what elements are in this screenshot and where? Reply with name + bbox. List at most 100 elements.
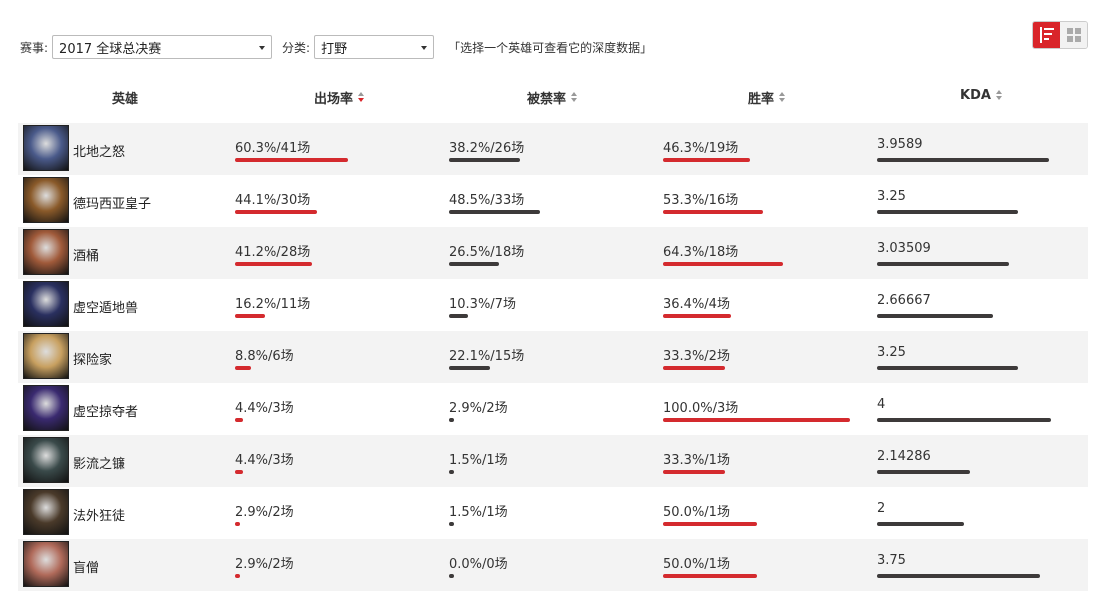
kda-value: 3.75 <box>877 553 906 568</box>
hero-name[interactable]: 德玛西亚皇子 <box>73 197 152 212</box>
ban-bar <box>449 158 520 162</box>
category-select-value: 打野 <box>321 41 348 57</box>
hero-name[interactable]: 北地之怒 <box>73 145 126 160</box>
kda-bar <box>877 366 1018 370</box>
sort-desc-icon <box>358 92 365 103</box>
kda-bar <box>877 418 1051 422</box>
list-view-button[interactable] <box>1033 22 1060 48</box>
table-header: 英雄 出场率 被禁率 胜率 KDA <box>18 82 1088 112</box>
header-pick[interactable]: 出场率 <box>314 88 365 107</box>
kda-bar <box>877 314 993 318</box>
sort-icon <box>779 92 786 103</box>
header-win-label: 胜率 <box>748 92 775 107</box>
hero-avatar[interactable] <box>23 385 69 431</box>
ban-bar <box>449 574 454 578</box>
hero-name[interactable]: 探险家 <box>73 353 113 368</box>
win-bar <box>663 314 731 318</box>
pick-bar <box>235 418 243 422</box>
win-cell: 64.3%/18场 <box>663 241 783 266</box>
grid-view-icon <box>1066 28 1081 42</box>
table-row[interactable]: 法外狂徒 2.9%/2场 1.5%/1场 50.0%/1场 2 <box>18 487 1088 539</box>
hero-avatar[interactable] <box>23 541 69 587</box>
header-ban-label: 被禁率 <box>527 92 567 107</box>
ban-cell: 1.5%/1场 <box>449 501 508 526</box>
kda-cell: 2 <box>877 501 964 526</box>
hero-avatar[interactable] <box>23 333 69 379</box>
pick-bar <box>235 158 348 162</box>
header-win[interactable]: 胜率 <box>748 88 786 107</box>
pick-value: 8.8%/6场 <box>235 349 294 364</box>
ban-value: 26.5%/18场 <box>449 245 525 260</box>
grid-view-button[interactable] <box>1060 22 1087 48</box>
kda-cell: 3.25 <box>877 189 1018 214</box>
table-row[interactable]: 探险家 8.8%/6场 22.1%/15场 33.3%/2场 3.25 <box>18 331 1088 383</box>
header-ban[interactable]: 被禁率 <box>527 88 578 107</box>
ban-value: 0.0%/0场 <box>449 557 508 572</box>
kda-bar <box>877 574 1040 578</box>
hero-name[interactable]: 影流之镰 <box>73 457 126 472</box>
pick-bar <box>235 470 243 474</box>
ban-bar <box>449 470 454 474</box>
pick-value: 2.9%/2场 <box>235 557 294 572</box>
ban-value: 38.2%/26场 <box>449 141 525 156</box>
hint-text: 「选择一个英雄可查看它的深度数据」 <box>448 40 653 55</box>
kda-value: 3.9589 <box>877 137 923 152</box>
table-row[interactable]: 虚空遁地兽 16.2%/11场 10.3%/7场 36.4%/4场 2.66667 <box>18 279 1088 331</box>
table-row[interactable]: 虚空掠夺者 4.4%/3场 2.9%/2场 100.0%/3场 4 <box>18 383 1088 435</box>
event-select[interactable]: 2017 全球总决赛 <box>52 35 273 59</box>
kda-cell: 2.66667 <box>877 293 993 318</box>
hero-name[interactable]: 酒桶 <box>73 249 100 264</box>
hero-name[interactable]: 法外狂徒 <box>73 509 126 524</box>
ban-cell: 10.3%/7场 <box>449 293 516 318</box>
hero-name[interactable]: 虚空掠夺者 <box>73 405 139 420</box>
ban-value: 1.5%/1场 <box>449 505 508 520</box>
pick-value: 60.3%/41场 <box>235 141 311 156</box>
header-pick-label: 出场率 <box>314 92 354 107</box>
kda-value: 4 <box>877 397 886 412</box>
list-view-icon <box>1039 27 1054 43</box>
ban-bar <box>449 262 499 266</box>
header-hero-label: 英雄 <box>112 92 139 107</box>
win-bar <box>663 366 725 370</box>
kda-bar <box>877 470 970 474</box>
ban-cell: 48.5%/33场 <box>449 189 540 214</box>
hero-avatar[interactable] <box>23 125 69 171</box>
hero-avatar[interactable] <box>23 489 69 535</box>
ban-cell: 26.5%/18场 <box>449 241 525 266</box>
ban-value: 1.5%/1场 <box>449 453 508 468</box>
pick-bar <box>235 314 265 318</box>
ban-cell: 2.9%/2场 <box>449 397 508 422</box>
pick-cell: 44.1%/30场 <box>235 189 317 214</box>
kda-value: 3.25 <box>877 189 906 204</box>
header-kda[interactable]: KDA <box>960 88 1003 103</box>
win-value: 53.3%/16场 <box>663 193 739 208</box>
table-row[interactable]: 酒桶 41.2%/28场 26.5%/18场 64.3%/18场 3.03509 <box>18 227 1088 279</box>
ban-value: 48.5%/33场 <box>449 193 525 208</box>
pick-bar <box>235 574 240 578</box>
win-value: 36.4%/4场 <box>663 297 730 312</box>
win-cell: 53.3%/16场 <box>663 189 763 214</box>
win-cell: 33.3%/1场 <box>663 449 730 474</box>
pick-cell: 2.9%/2场 <box>235 553 294 578</box>
caret-down-icon <box>259 46 266 50</box>
table-row[interactable]: 影流之镰 4.4%/3场 1.5%/1场 33.3%/1场 2.14286 <box>18 435 1088 487</box>
pick-bar <box>235 262 312 266</box>
hero-table: 北地之怒 60.3%/41场 38.2%/26场 46.3%/19场 3.9589 德玛西… <box>18 123 1088 591</box>
hero-avatar[interactable] <box>23 229 69 275</box>
hero-avatar[interactable] <box>23 177 69 223</box>
hero-name[interactable]: 盲僧 <box>73 561 100 576</box>
ban-value: 22.1%/15场 <box>449 349 525 364</box>
win-cell: 46.3%/19场 <box>663 137 750 162</box>
category-select[interactable]: 打野 <box>314 35 435 59</box>
win-bar <box>663 522 757 526</box>
header-hero: 英雄 <box>112 88 138 107</box>
table-row[interactable]: 盲僧 2.9%/2场 0.0%/0场 50.0%/1场 3.75 <box>18 539 1088 591</box>
kda-value: 2.66667 <box>877 293 931 308</box>
table-row[interactable]: 北地之怒 60.3%/41场 38.2%/26场 46.3%/19场 3.9589 <box>18 123 1088 175</box>
hero-avatar[interactable] <box>23 437 69 483</box>
hero-name[interactable]: 虚空遁地兽 <box>73 301 139 316</box>
ban-cell: 1.5%/1场 <box>449 449 508 474</box>
table-row[interactable]: 德玛西亚皇子 44.1%/30场 48.5%/33场 53.3%/16场 3.25 <box>18 175 1088 227</box>
kda-cell: 3.03509 <box>877 241 1009 266</box>
hero-avatar[interactable] <box>23 281 69 327</box>
